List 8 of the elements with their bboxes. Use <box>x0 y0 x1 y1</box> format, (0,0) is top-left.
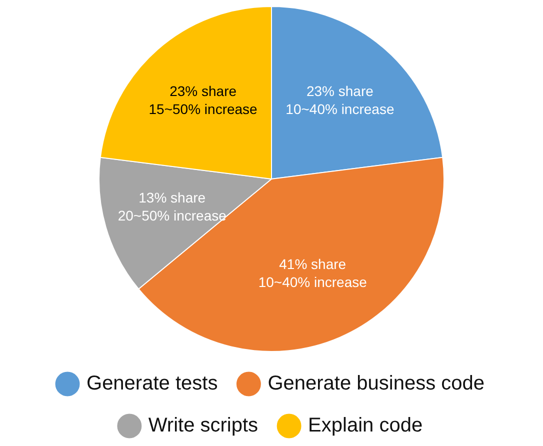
legend-label: Explain code <box>308 414 423 437</box>
legend-label: Write scripts <box>148 414 258 437</box>
data-label: 23% share 15~50% increase <box>148 83 258 118</box>
data-label: 41% share 10~40% increase <box>258 256 368 290</box>
data-label: 23% share 10~40% increase <box>286 83 394 118</box>
data-label: 13% share 20~50% increase <box>118 190 227 224</box>
legend-label: Generate tests <box>86 372 218 395</box>
legend-label: Generate business code <box>268 372 484 395</box>
